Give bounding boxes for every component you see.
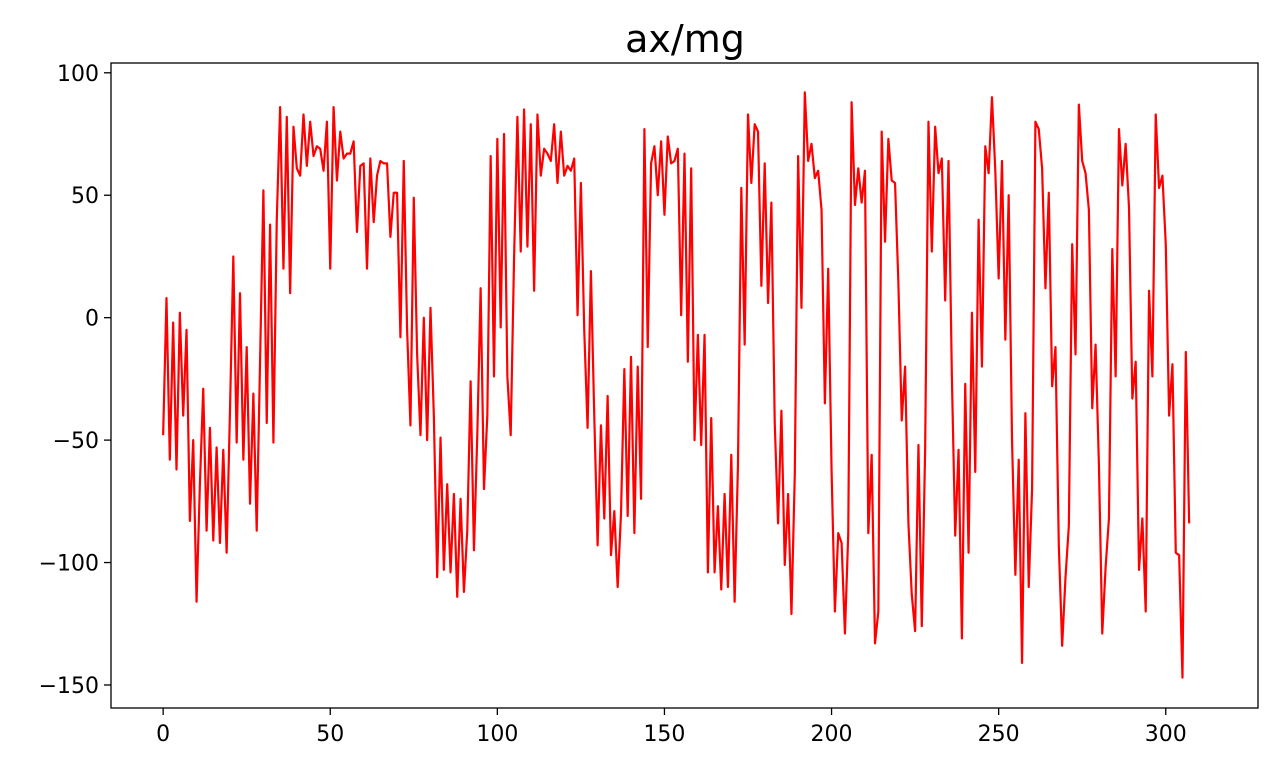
x-tick-label: 300	[1145, 722, 1187, 747]
y-tick-label: 100	[57, 62, 99, 87]
y-axis: 100 50 0 −50 −100 −150	[39, 62, 111, 699]
y-tick-label: −100	[39, 552, 99, 577]
x-tick-label: 150	[643, 722, 685, 747]
x-tick-label: 250	[978, 722, 1020, 747]
chart-title: ax/mg	[625, 17, 745, 61]
series-line-0	[162, 91, 1191, 679]
x-axis: 0 50 100 150 200 250 300	[156, 708, 1187, 747]
x-tick-label: 100	[476, 722, 518, 747]
y-tick-label: 0	[85, 307, 99, 332]
y-tick-label: −50	[53, 429, 99, 454]
x-tick-label: 0	[156, 722, 170, 747]
x-tick-label: 50	[316, 722, 344, 747]
x-tick-label: 200	[811, 722, 853, 747]
y-tick-label: −150	[39, 674, 99, 699]
y-tick-label: 50	[71, 184, 99, 209]
series-layer	[162, 91, 1191, 679]
plot-area-frame	[110, 62, 1259, 709]
